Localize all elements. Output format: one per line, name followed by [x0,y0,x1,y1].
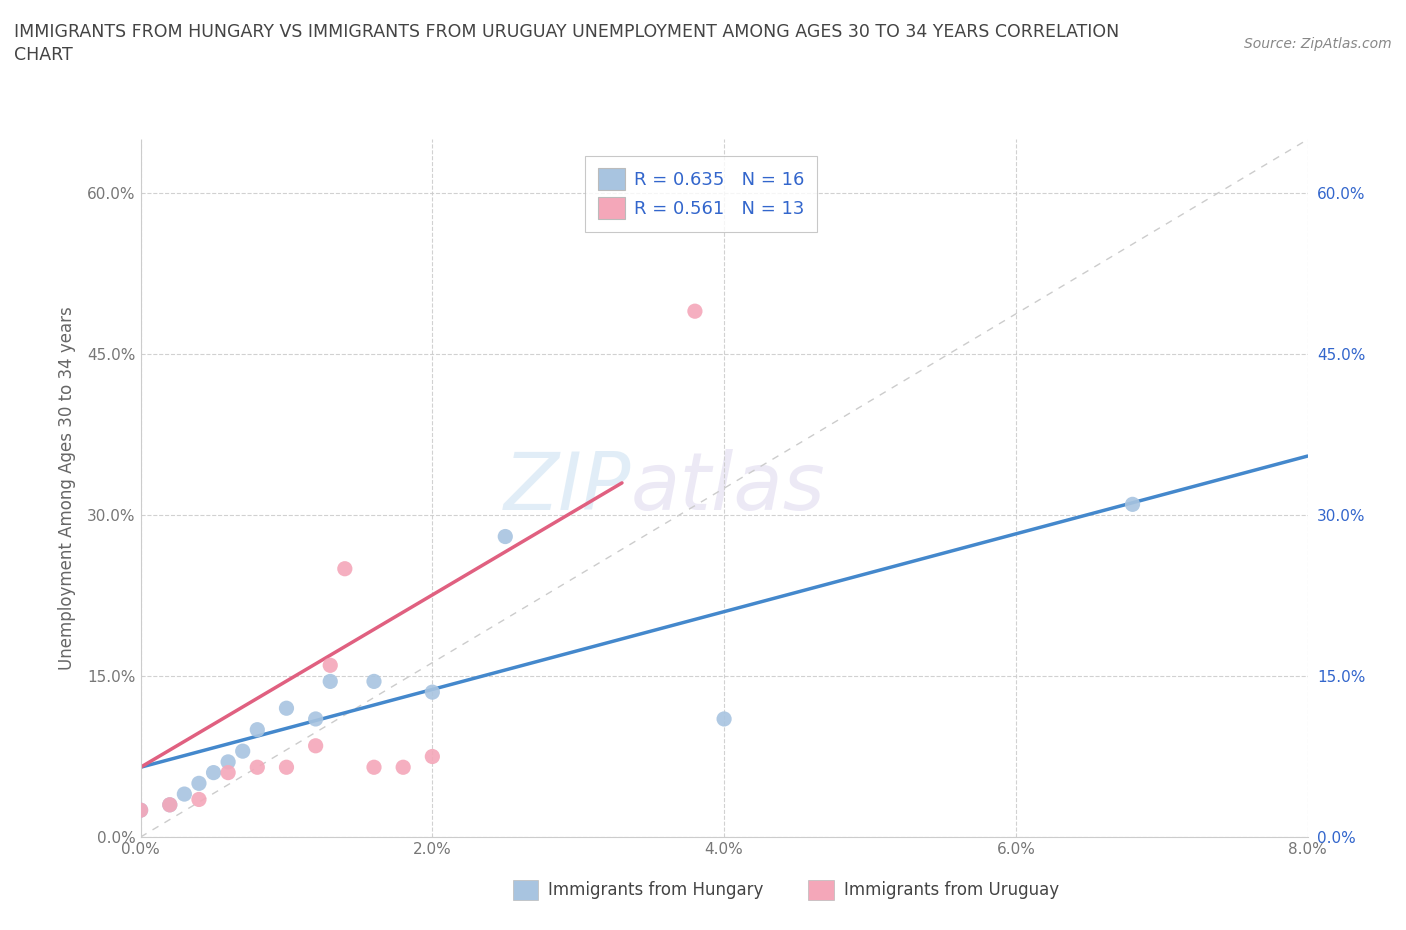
Text: ZIP: ZIP [503,449,631,527]
Point [319,674,342,689]
Text: CHART: CHART [14,46,73,64]
Point [363,674,385,689]
Point [173,787,195,802]
Point [305,738,328,753]
Point [319,658,342,672]
Point [305,711,328,726]
Text: IMMIGRANTS FROM HUNGARY VS IMMIGRANTS FROM URUGUAY UNEMPLOYMENT AMONG AGES 30 TO: IMMIGRANTS FROM HUNGARY VS IMMIGRANTS FR… [14,23,1119,41]
Point [159,797,181,812]
Point [392,760,415,775]
Point [232,744,254,759]
Point [246,760,269,775]
Point [494,529,516,544]
Point [276,701,298,716]
Point [683,304,706,319]
Point [188,792,211,807]
Point [1122,497,1144,512]
Point [713,711,735,726]
Point [159,797,181,812]
Text: Immigrants from Uruguay: Immigrants from Uruguay [844,881,1059,899]
Point [363,760,385,775]
Y-axis label: Unemployment Among Ages 30 to 34 years: Unemployment Among Ages 30 to 34 years [58,306,76,671]
Text: Source: ZipAtlas.com: Source: ZipAtlas.com [1244,37,1392,51]
Point [217,765,239,780]
Point [129,803,152,817]
Point [129,803,152,817]
Point [276,760,298,775]
Text: Immigrants from Hungary: Immigrants from Hungary [548,881,763,899]
Point [217,754,239,769]
Point [202,765,225,780]
Point [188,776,211,790]
Point [422,749,444,764]
Point [246,723,269,737]
Point [422,684,444,699]
Legend: R = 0.635   N = 16, R = 0.561   N = 13: R = 0.635 N = 16, R = 0.561 N = 13 [585,155,817,232]
Text: atlas: atlas [631,449,825,527]
Point [333,562,356,577]
